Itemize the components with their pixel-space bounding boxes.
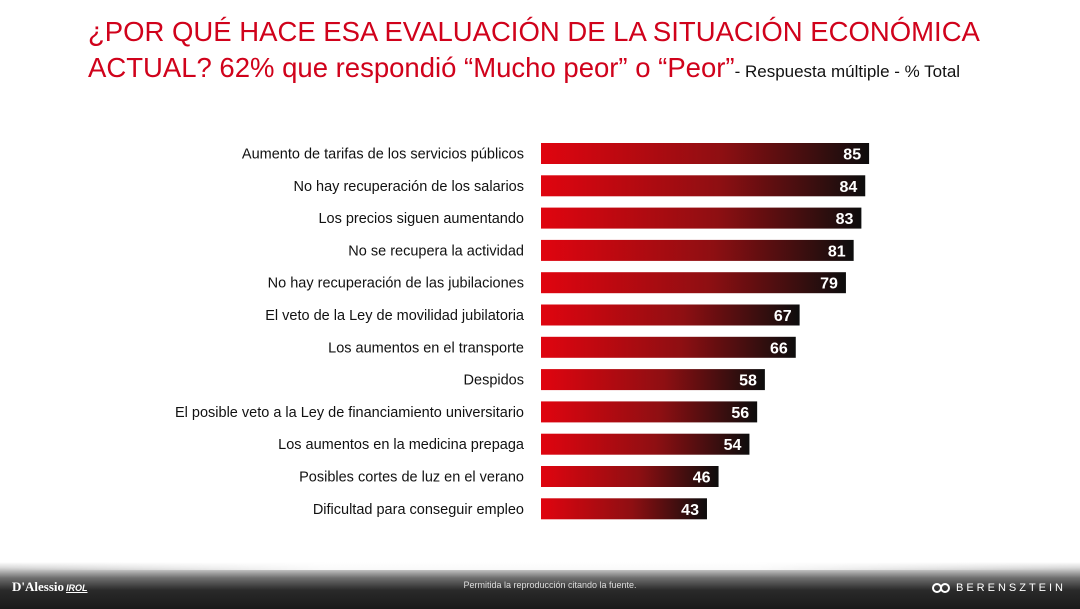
- berensztein-logo: BERENSZTEIN: [931, 582, 1066, 594]
- category-label-9: El posible veto a la Ley de financiamien…: [175, 405, 524, 421]
- dalessio-logo-text: D'Alessio: [12, 579, 64, 594]
- category-label-1: Aumento de tarifas de los servicios públ…: [242, 147, 524, 163]
- bar-11: [541, 466, 719, 487]
- category-label-7: Los aumentos en el transporte: [328, 340, 524, 356]
- bar-1: [541, 143, 870, 164]
- category-label-12: Dificultad para conseguir empleo: [313, 502, 524, 518]
- reproduction-notice: Permitida la reproducción citando la fue…: [463, 580, 637, 590]
- bar-10: [541, 433, 750, 455]
- category-label-3: Los precios siguen aumentando: [318, 211, 524, 227]
- category-label-6: El veto de la Ley de movilidad jubilator…: [265, 308, 525, 324]
- footer-shine: [0, 562, 1080, 570]
- value-label-6: 67: [774, 308, 792, 325]
- category-label-8: Despidos: [464, 373, 524, 389]
- title-subtitle: - Respuesta múltiple - % Total: [734, 62, 961, 81]
- bar-4: [541, 239, 854, 261]
- dalessio-logo: D'Alessio IROL: [12, 579, 88, 595]
- value-label-7: 66: [770, 340, 788, 357]
- category-label-5: No hay recuperación de las jubilaciones: [268, 276, 524, 292]
- bar-2: [541, 175, 866, 197]
- value-label-12: 43: [681, 502, 699, 519]
- category-label-10: Los aumentos en la medicina prepaga: [278, 437, 525, 453]
- value-label-1: 85: [843, 147, 861, 164]
- bar-6: [541, 304, 800, 326]
- footer: D'Alessio IROL Permitida la reproducción …: [0, 562, 1080, 609]
- value-label-9: 56: [731, 405, 749, 422]
- value-label-5: 79: [820, 276, 838, 293]
- value-label-4: 81: [828, 243, 846, 260]
- berensztein-logo-text: BERENSZTEIN: [955, 582, 1066, 594]
- value-label-11: 46: [693, 470, 711, 487]
- bar-chart: Aumento de tarifas de los servicios públ…: [175, 143, 870, 520]
- bar-12: [541, 498, 707, 520]
- bar-5: [541, 272, 846, 294]
- value-label-8: 58: [739, 373, 757, 390]
- bar-8: [541, 369, 765, 391]
- category-label-4: No se recupera la actividad: [348, 243, 524, 259]
- title-main: ¿POR QUÉ HACE ESA EVALUACIÓN DE LA SITUA…: [88, 16, 979, 83]
- value-label-2: 84: [839, 179, 857, 196]
- bar-7: [541, 336, 796, 358]
- value-label-3: 83: [836, 211, 854, 228]
- berensztein-mark-icon: [931, 582, 952, 594]
- bars-group: Aumento de tarifas de los servicios públ…: [175, 143, 870, 520]
- bar-9: [541, 401, 758, 423]
- category-label-2: No hay recuperación de los salarios: [293, 179, 524, 195]
- page-title: ¿POR QUÉ HACE ESA EVALUACIÓN DE LA SITUA…: [88, 14, 1048, 90]
- bar-3: [541, 207, 862, 229]
- category-label-11: Posibles cortes de luz en el verano: [299, 470, 524, 486]
- value-label-10: 54: [724, 437, 742, 454]
- irol-logo-text: IROL: [66, 583, 88, 593]
